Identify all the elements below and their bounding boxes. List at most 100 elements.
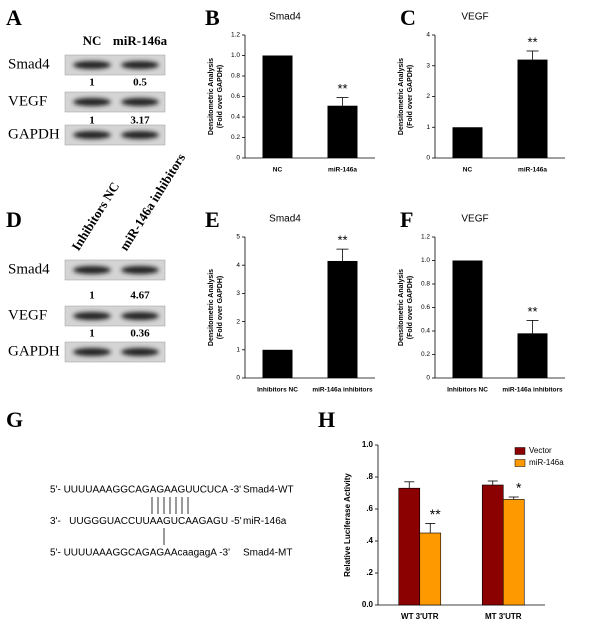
- y-tick-label: 1: [426, 124, 430, 131]
- panel-label: B: [205, 5, 220, 30]
- y-tick-label: 0.6: [231, 93, 240, 100]
- significance: **: [527, 34, 537, 49]
- blot-band: [121, 61, 159, 69]
- sequence: 5'- UUUUAAAGGCAGAGAAGUUCUCA -3': [50, 485, 241, 496]
- y-tick-label: 1.0: [362, 440, 374, 449]
- blot-label: GAPDH: [8, 343, 60, 359]
- blot-band: [73, 266, 111, 274]
- y-tick-label: 4: [236, 262, 240, 269]
- y-tick-label: 0: [426, 155, 430, 162]
- x-tick-label: miR-146a inhibitors: [312, 387, 373, 394]
- significance: **: [337, 81, 347, 96]
- bar: [452, 260, 483, 378]
- column-header: NC: [83, 33, 102, 48]
- y-axis-label: (Fold over GAPDH): [407, 65, 414, 128]
- y-axis-label: Densitometric Analysis: [398, 58, 405, 135]
- y-tick-label: 1.0: [231, 52, 240, 59]
- panel-label: C: [400, 5, 416, 30]
- bar: [262, 349, 293, 378]
- y-axis-label: Densitometric Analysis: [208, 58, 215, 135]
- panel-label: G: [6, 407, 23, 432]
- quantity: 4.67: [130, 290, 150, 302]
- blot-band: [73, 131, 111, 139]
- y-tick-label: .2: [366, 568, 373, 577]
- pairing-lines: [151, 497, 189, 545]
- bar: [517, 333, 548, 378]
- y-tick-label: 1.0: [421, 257, 430, 264]
- y-axis-label: (Fold over GAPDH): [217, 65, 224, 128]
- significance: **: [430, 506, 441, 522]
- quantity: 1: [89, 77, 95, 89]
- blot-strip: [64, 124, 166, 146]
- y-tick-label: 2: [236, 318, 240, 325]
- quantity: 0.5: [133, 77, 147, 89]
- bar: [517, 59, 548, 158]
- chart-title: Smad4: [269, 12, 301, 23]
- x-tick-label: NC: [463, 167, 473, 174]
- quantity: 1: [89, 115, 95, 127]
- x-tick-label: WT 3'UTR: [401, 612, 439, 621]
- blot-band: [121, 131, 159, 139]
- x-tick-label: miR-146a: [328, 167, 357, 174]
- x-tick-label: NC: [273, 167, 283, 174]
- y-tick-label: 0.2: [421, 351, 430, 358]
- y-tick-label: 5: [236, 234, 240, 241]
- significance: **: [527, 304, 537, 319]
- legend-swatch: [514, 447, 526, 455]
- x-tick-label: Inhibitors NC: [447, 387, 488, 394]
- chart-title: VEGF: [461, 214, 488, 225]
- sequence-name: miR-146a: [243, 516, 287, 527]
- y-tick-label: 0: [236, 375, 240, 382]
- y-tick-label: 3: [426, 62, 430, 69]
- chart-title: Smad4: [269, 214, 301, 225]
- panel-label: E: [205, 207, 220, 232]
- quantity: 1: [89, 290, 95, 302]
- y-tick-label: 0.8: [421, 281, 430, 288]
- chart-title: VEGF: [461, 12, 488, 23]
- y-axis-label: (Fold over GAPDH): [407, 276, 414, 339]
- blot-strip: [64, 54, 166, 76]
- y-tick-label: .6: [366, 504, 373, 513]
- y-axis-label: Densitometric Analysis: [398, 269, 405, 346]
- y-tick-label: .8: [366, 472, 373, 481]
- sequence-name: Smad4-MT: [243, 548, 292, 559]
- quantity: 0.36: [130, 328, 150, 340]
- blot-band: [121, 98, 159, 106]
- y-tick-label: 1.2: [421, 234, 430, 241]
- blot-strip: [64, 259, 166, 281]
- bar: [452, 127, 483, 158]
- y-axis-label: Relative Luciferase Activity: [343, 473, 352, 577]
- blot-label: VEGF: [8, 307, 47, 323]
- column-header: Inhibitors NC: [68, 179, 122, 253]
- sequence-name: Smad4-WT: [243, 485, 294, 496]
- blot-band: [73, 61, 111, 69]
- y-tick-label: 1.2: [231, 32, 240, 39]
- bar: [327, 260, 358, 378]
- panel-label: F: [400, 207, 413, 232]
- y-tick-label: 0.4: [231, 114, 240, 121]
- bar: [398, 487, 421, 606]
- sequence: 3'- UUGGGUACCUUAAGUCAAGAGU -5': [50, 516, 242, 527]
- panel-label: H: [318, 407, 335, 432]
- panel-label: D: [6, 207, 22, 232]
- blot-strip: [64, 341, 166, 363]
- blot-band: [73, 98, 111, 106]
- y-tick-label: 0.8: [231, 73, 240, 80]
- y-tick-label: 2: [426, 93, 430, 100]
- blot-label: GAPDH: [8, 126, 60, 142]
- column-header: miR-146a: [113, 33, 168, 48]
- blot-label: Smad4: [8, 261, 50, 277]
- blot-band: [121, 348, 159, 356]
- y-axis-label: Densitometric Analysis: [208, 269, 215, 346]
- y-tick-label: 0: [236, 155, 240, 162]
- x-tick-label: Inhibitors NC: [257, 387, 298, 394]
- quantity: 3.17: [130, 115, 150, 127]
- y-tick-label: 0.6: [421, 304, 430, 311]
- blot-strip: [64, 91, 166, 113]
- significance: *: [516, 480, 522, 496]
- blot-strip: [64, 305, 166, 327]
- y-tick-label: 1: [236, 347, 240, 354]
- bar: [262, 55, 293, 158]
- legend-label: Vector: [529, 446, 552, 455]
- legend-swatch: [514, 459, 526, 467]
